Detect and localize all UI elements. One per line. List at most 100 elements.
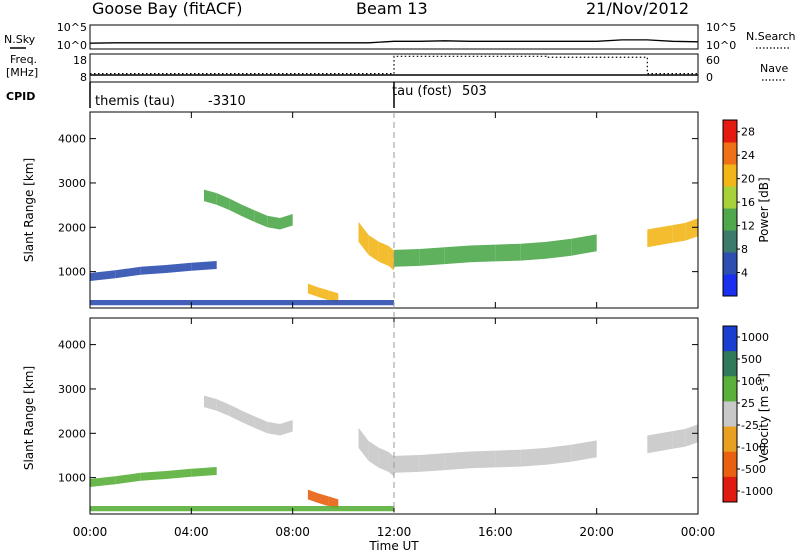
echo-band-0-segment [280,420,293,436]
echo-band-3-segment [495,449,521,468]
echo-band-0-segment [204,189,217,205]
y-tick-label: 3000 [58,383,86,396]
power-yticks: 1000 2000 3000 4000 [58,133,698,279]
power-colorbar-segment [723,186,737,209]
noise-left-tick-top: 10^5 [57,21,87,34]
echo-band-3-segment [546,444,572,465]
velocity-colorbar-segment [723,351,737,377]
echo-band-3-segment [571,440,597,462]
power-colorbar-tick-label: 28 [741,126,755,139]
velocity-colorbar-tick-label: 25 [741,397,755,410]
y-tick-label: 4000 [58,339,86,352]
echo-band-3-segment [495,243,521,262]
power-colorbar-segment [723,208,737,231]
echo-band-5-segment [672,428,686,449]
echo-band-3-segment [470,450,496,469]
freq-panel-frame [89,53,699,83]
echo-band-3-segment [394,249,420,267]
echo-band-4-segment [318,493,329,506]
y-tick-label: 1000 [58,472,86,485]
power-colorbar-segment [723,142,737,165]
echo-band-2-segment [368,441,379,468]
noise-right-tick-bottom: 10^0 [706,39,736,52]
velocity-colorbar-frame [722,325,738,503]
cpid-segment-2-name: tau (fost) [392,84,452,99]
y-tick-label: 3000 [58,177,86,190]
velocity-colorbar-segment [723,476,737,503]
echo-band-4-segment [318,287,329,300]
x-tick-label: 12:00 [377,525,412,539]
noise-panel-frame [89,24,699,50]
y-tick-label: 4000 [58,133,86,146]
echo-band-2-segment [378,447,389,473]
freq-right-tick-bottom: 0 [706,71,713,84]
echo-band-0-segment [242,410,255,428]
echo-band-6-segment [90,300,166,306]
echo-band-0-segment [216,193,230,210]
power-colorbar-segment [723,164,737,187]
velocity-echo-layer [90,395,698,512]
power-colorbar: 4 8 12 16 20 24 28 [722,119,755,297]
freq-right-tick-top: 60 [706,54,720,67]
echo-band-1-segment [115,266,141,279]
echo-band-1-segment [140,471,166,481]
power-colorbar-tick-label: 12 [741,220,755,233]
noise-left-tick-bottom: 10^0 [57,39,87,52]
echo-band-5-segment [685,218,698,241]
echo-band-1-segment [191,467,217,477]
echo-band-0-segment [254,210,268,228]
echo-band-2-segment [368,235,379,262]
date-title: 21/Nov/2012 [586,0,689,18]
y-tick-label: 2000 [58,427,86,440]
velocity-colorbar-tick-label: -100 [741,441,766,454]
freq-left-tick-bottom: 8 [80,71,87,84]
echo-band-5-segment [672,222,686,243]
power-colorbar-segment [723,252,737,275]
echo-band-6-segment [166,300,242,306]
echo-band-6-segment [90,506,166,512]
velocity-colorbar-segment [723,426,737,453]
velocity-colorbar-segment [723,326,737,352]
echo-band-4-segment [328,496,339,510]
echo-band-0-segment [267,215,280,230]
power-colorbar-tick-label: 4 [741,267,748,280]
echo-band-3-segment [571,234,597,256]
x-tick-label: 20:00 [579,525,614,539]
x-tick-label: 08:00 [275,525,310,539]
echo-band-3-segment [444,245,470,265]
velocity-colorbar: 1000 500 100 25 -25 -100 -500 -1000 [722,325,773,503]
x-tick-label: 00:00 [681,525,716,539]
echo-band-6-segment [318,506,394,512]
echo-band-0-segment [267,421,280,436]
cpid-segment-1-id: -3310 [208,94,246,109]
cpid-label: CPID [6,90,35,103]
velocity-colorbar-segment [723,451,737,478]
freq-left-unit: [MHz] [6,66,38,79]
echo-band-4-segment [307,283,318,297]
power-echo-layer [90,189,698,306]
echo-band-1-segment [140,265,166,275]
echo-band-2-segment [378,241,389,267]
freq-left-label: Freq. [10,53,37,66]
echo-band-1-segment [166,262,192,273]
velocity-colorbar-segment [723,401,737,428]
echo-band-5-segment [660,225,673,245]
time-axis-label: Time UT [368,539,419,553]
y-tick-label: 1000 [58,266,86,279]
power-colorbar-segment [723,274,737,297]
echo-band-0-segment [229,404,242,423]
echo-band-6-segment [318,300,394,306]
echo-band-4-segment [328,290,339,304]
power-colorbar-tick-label: 16 [741,196,755,209]
echo-band-1-segment [191,261,217,271]
power-colorbar-tick-label: 24 [741,149,755,162]
echo-band-0-segment [280,214,293,230]
echo-band-3-segment [419,247,445,266]
noise-sky-series [89,39,699,44]
echo-band-6-segment [242,506,318,512]
freq-left-tick-top: 18 [73,54,87,67]
power-panel-frame [89,111,699,309]
echo-band-0-segment [204,395,217,411]
velocity-colorbar-segment [723,376,737,402]
